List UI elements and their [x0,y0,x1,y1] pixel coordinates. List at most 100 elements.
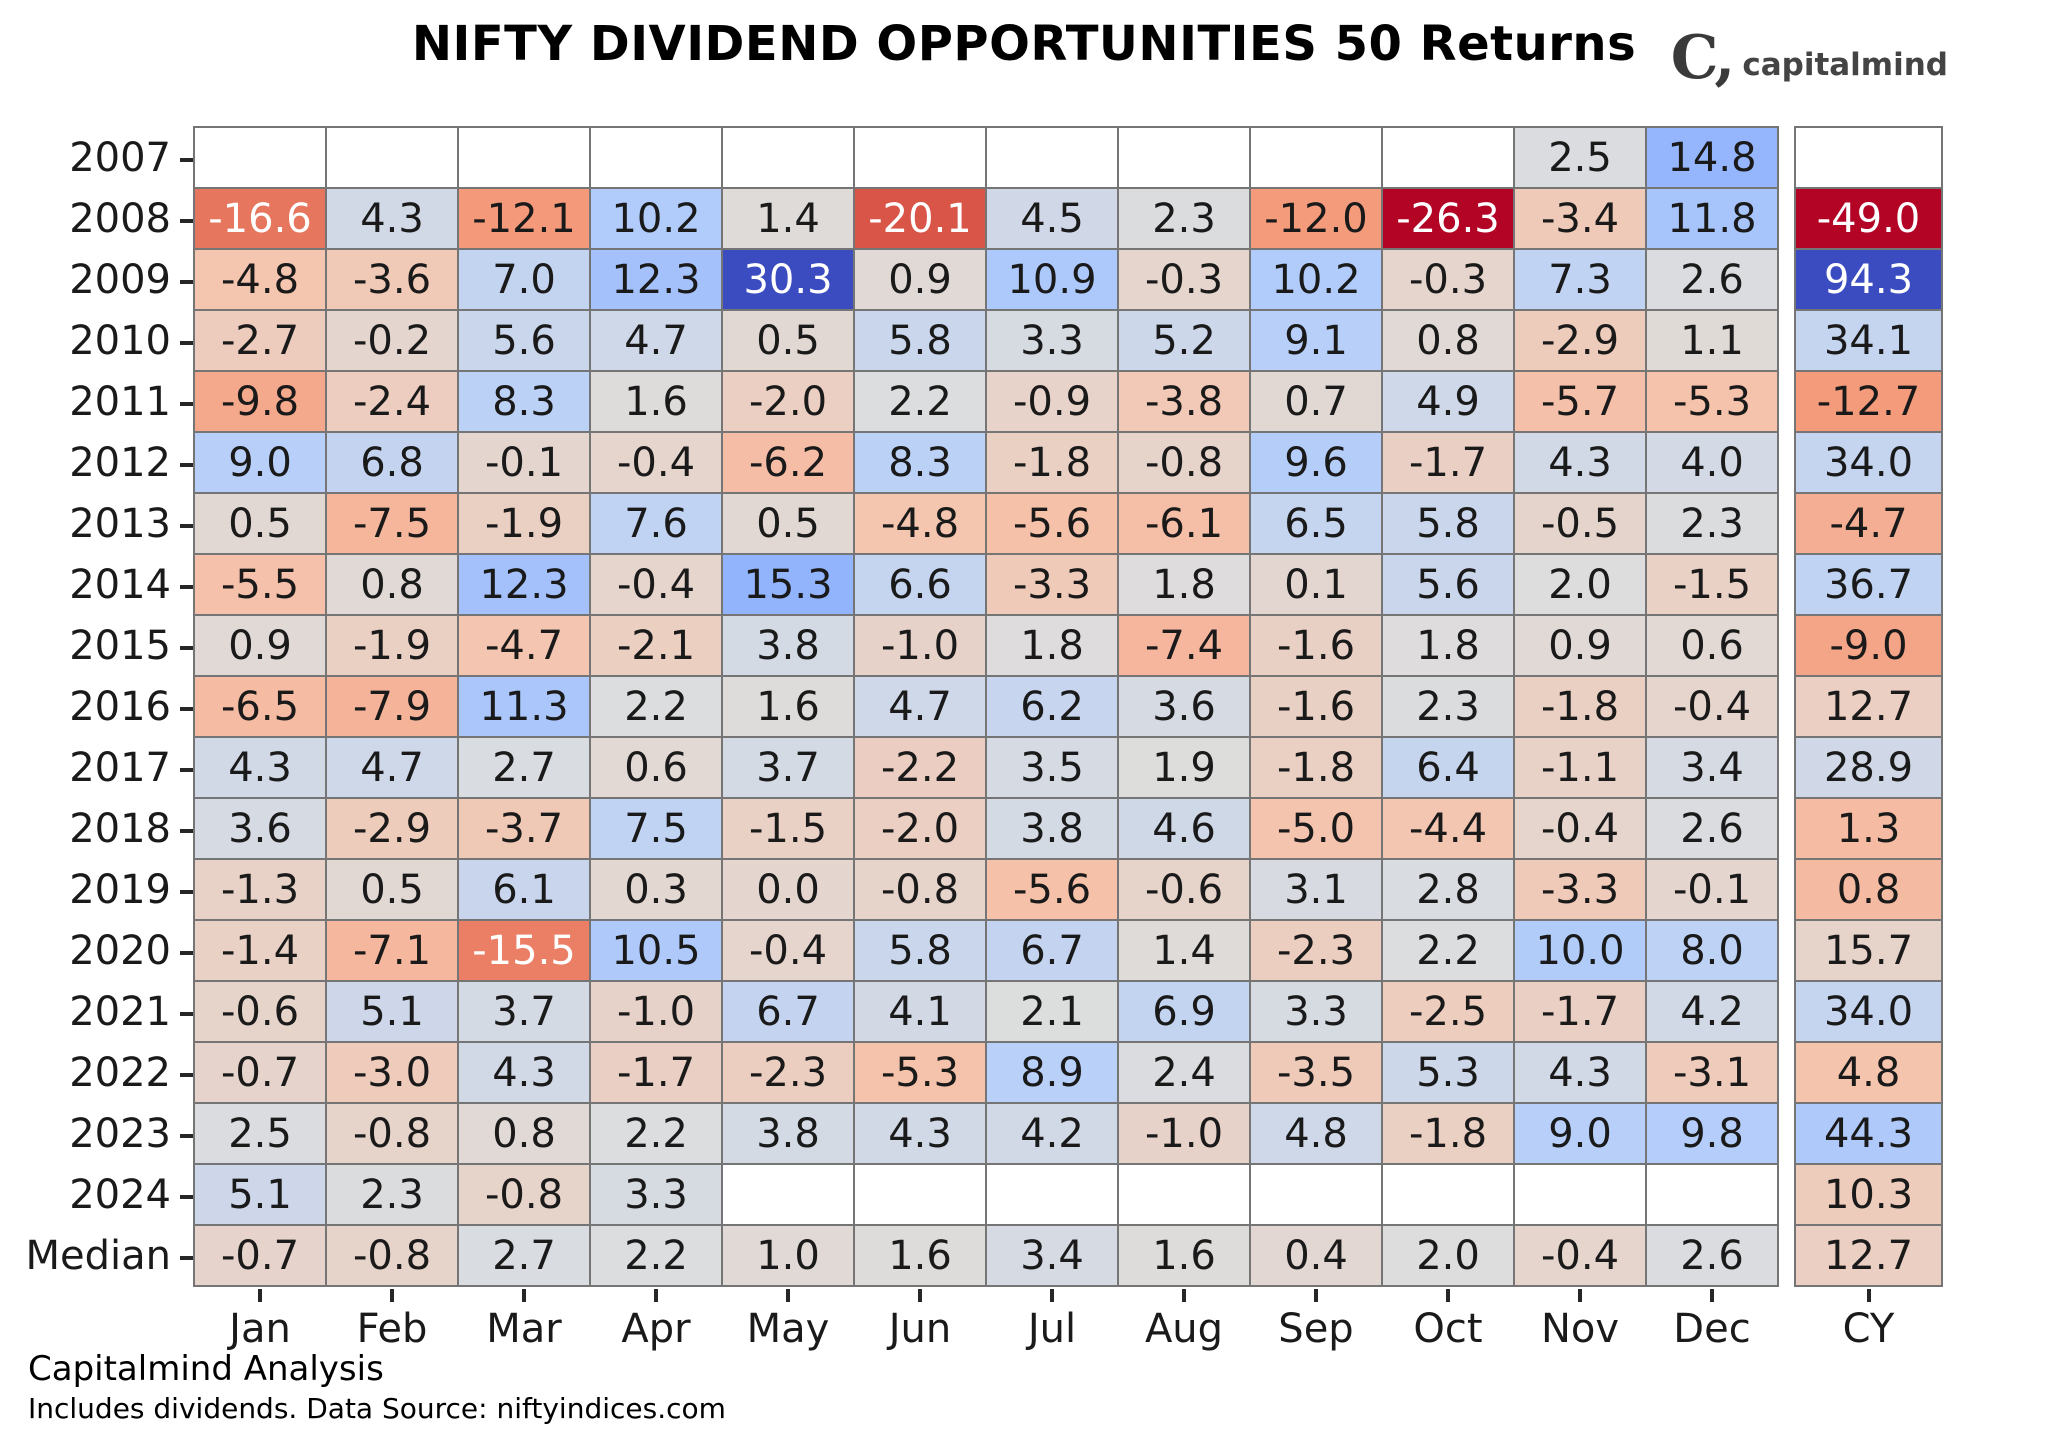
month-cell-2008-jan: -16.6 [193,187,327,250]
month-cell-2019-dec: -0.1 [1645,858,1779,921]
cy-cell-2023: 44.3 [1794,1102,1943,1165]
month-cell-2017-aug: 1.9 [1117,736,1251,799]
x-axis-tick [258,1289,262,1302]
year-label: 2023 [0,1103,194,1164]
year-label: 2014 [0,554,194,615]
month-cell-2011-jul: -0.9 [985,370,1119,433]
month-cell-2007-mar [457,126,591,189]
month-cell-2015-nov: 0.9 [1513,614,1647,677]
month-cell-2014-jun: 6.6 [853,553,987,616]
month-cell-2018-jan: 3.6 [193,797,327,860]
month-cell-2019-jul: -5.6 [985,858,1119,921]
month-cell-2022-sep: -3.5 [1249,1041,1383,1104]
year-label-text: 2010 [69,317,171,364]
month-cell-2023-sep: 4.8 [1249,1102,1383,1165]
month-cell-2010-may: 0.5 [721,309,855,372]
month-cell-2008-apr: 10.2 [589,187,723,250]
month-cell-2012-may: -6.2 [721,431,855,494]
y-axis-tick [180,767,193,772]
month-cell-2014-may: 15.3 [721,553,855,616]
month-cell-2010-jul: 3.3 [985,309,1119,372]
heatmap-row-2012: 2012 9.0 6.8 -0.1 -0.4 -6.2 8.3 -1.8 -0.8 9.6 -1.7… [0,431,1943,494]
month-cell-2009-jun: 0.9 [853,248,987,311]
month-cell-2016-apr: 2.2 [589,675,723,738]
year-label: 2011 [0,371,194,432]
month-cell-2018-nov: -0.4 [1513,797,1647,860]
returns-heatmap: 2007 2.5 14.8 2008 -16.6 4.3 -12.1 10.2 1.4 -20.1… [0,126,1943,1352]
cy-cell-2011: -12.7 [1794,370,1943,433]
month-cell-2007-sep [1249,126,1383,189]
column-gap [1778,432,1795,493]
month-cell-2021-aug: 6.9 [1117,980,1251,1043]
month-cell-2017-dec: 3.4 [1645,736,1779,799]
month-cell-2007-may [721,126,855,189]
month-cell-2023-mar: 0.8 [457,1102,591,1165]
month-cell-2012-nov: 4.3 [1513,431,1647,494]
year-label-text: 2020 [69,927,171,974]
month-cell-2012-oct: -1.7 [1381,431,1515,494]
column-gap [1778,920,1795,981]
y-axis-tick [180,523,193,528]
y-axis-tick [180,584,193,589]
month-cell-2017-jul: 3.5 [985,736,1119,799]
month-cell-2009-apr: 12.3 [589,248,723,311]
year-label: 2012 [0,432,194,493]
x-axis-month-apr: Apr [590,1286,722,1352]
month-cell-2024-mar: -0.8 [457,1163,591,1226]
month-cell-2022-mar: 4.3 [457,1041,591,1104]
column-gap [1778,737,1795,798]
heatmap-row-2023: 2023 2.5 -0.8 0.8 2.2 3.8 4.3 4.2 -1.0 4.8 -1.8 9.0… [0,1102,1943,1165]
month-cell-2010-dec: 1.1 [1645,309,1779,372]
x-axis-month-sep-label: Sep [1278,1306,1354,1352]
month-cell-2010-mar: 5.6 [457,309,591,372]
month-cell-2013-may: 0.5 [721,492,855,555]
year-label-text: 2015 [69,622,171,669]
month-cell-2008-may: 1.4 [721,187,855,250]
month-cell-2007-nov: 2.5 [1513,126,1647,189]
x-axis-month-may: May [722,1286,854,1352]
year-label-text: 2014 [69,561,171,608]
year-label: 2017 [0,737,194,798]
month-cell-2019-sep: 3.1 [1249,858,1383,921]
cy-cell-2012: 34.0 [1794,431,1943,494]
x-axis-cy-label: CY [1842,1306,1895,1352]
month-cell-2013-jul: -5.6 [985,492,1119,555]
x-axis: Jan Feb Mar Apr May Jun Jul Aug Sep Oct Nov Dec CY [0,1286,1942,1352]
month-cell-2022-jul: 8.9 [985,1041,1119,1104]
year-label-text: 2019 [69,866,171,913]
month-cell-2016-feb: -7.9 [325,675,459,738]
x-axis-month-jan: Jan [194,1286,326,1352]
month-cell-2023-apr: 2.2 [589,1102,723,1165]
month-cell-2020-aug: 1.4 [1117,919,1251,982]
month-cell-2023-may: 3.8 [721,1102,855,1165]
year-label: 2024 [0,1164,194,1225]
month-cell-2019-feb: 0.5 [325,858,459,921]
month-cell-2013-aug: -6.1 [1117,492,1251,555]
cy-cell-2022: 4.8 [1794,1041,1943,1104]
month-cell-2020-feb: -7.1 [325,919,459,982]
month-cell-2021-oct: -2.5 [1381,980,1515,1043]
x-axis-month-dec-label: Dec [1673,1306,1751,1352]
month-cell-2010-oct: 0.8 [1381,309,1515,372]
month-cell-2017-nov: -1.1 [1513,736,1647,799]
x-axis-month-jan-label: Jan [229,1306,291,1352]
year-label: 2013 [0,493,194,554]
x-axis-month-jun-label: Jun [888,1306,952,1352]
month-cell-2009-feb: -3.6 [325,248,459,311]
month-cell-2015-jul: 1.8 [985,614,1119,677]
month-cell-2007-jul [985,126,1119,189]
x-axis-month-mar-label: Mar [486,1306,562,1352]
heatmap-row-2011: 2011 -9.8 -2.4 8.3 1.6 -2.0 2.2 -0.9 -3.8 0.7 4.9-… [0,370,1943,433]
month-cell-2007-oct [1381,126,1515,189]
month-cell-2024-jan: 5.1 [193,1163,327,1226]
column-gap [1778,1042,1795,1103]
cy-cell-2018: 1.3 [1794,797,1943,860]
month-cell-2024-sep [1249,1163,1383,1226]
month-cell-2015-may: 3.8 [721,614,855,677]
month-cell-2007-dec: 14.8 [1645,126,1779,189]
year-label: 2016 [0,676,194,737]
month-cell-2016-dec: -0.4 [1645,675,1779,738]
month-cell-2013-nov: -0.5 [1513,492,1647,555]
month-cell-2009-jul: 10.9 [985,248,1119,311]
year-label-text: 2024 [69,1171,171,1218]
